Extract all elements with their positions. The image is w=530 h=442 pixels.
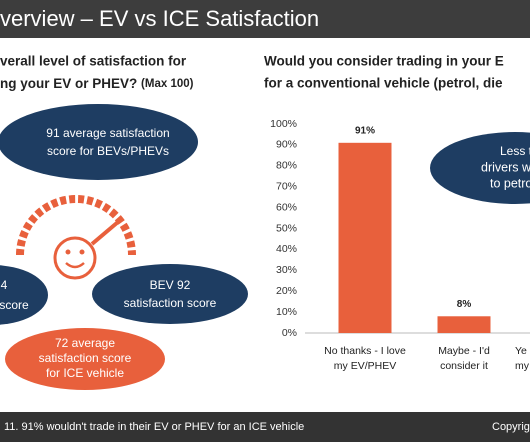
bubble-text: score for BEVs/PHEVs [47, 144, 169, 158]
y-tick-label: 80% [276, 160, 297, 172]
x-tick-label: No thanks - I love [324, 345, 406, 357]
callout-text: drivers wan [481, 160, 530, 174]
bubble-text: 4 [1, 278, 8, 292]
bar [338, 142, 392, 333]
callout [430, 132, 530, 204]
y-tick-label: 10% [276, 306, 297, 318]
question: Would you consider trading in your E [264, 54, 504, 69]
question: ng your EV or PHEV? (Max 100) [0, 76, 194, 91]
y-tick-label: 0% [282, 327, 297, 339]
x-tick-label: Maybe - I'd [438, 345, 490, 357]
y-tick-label: 90% [276, 139, 297, 151]
bubble [92, 264, 248, 324]
x-tick-label: consider it [440, 360, 488, 372]
footer-bar [0, 412, 530, 442]
bubble [0, 265, 48, 325]
bar-chart: 0% 10% 20% 30% 40% 50% 60% 70% 80% 90% 100% No than… [270, 118, 530, 372]
value-label: 8% [457, 299, 472, 310]
footer-note: 11. 91% wouldn't trade in their EV or PH… [4, 421, 304, 433]
bar [437, 316, 491, 333]
callout-text: to petrol [490, 176, 530, 190]
question-note: (Max 100) [141, 78, 194, 90]
y-tick-label: 70% [276, 180, 297, 192]
bubble [5, 328, 165, 390]
title: verview – EV vs ICE Satisfaction [0, 6, 319, 31]
bubble-text: 72 average [55, 336, 115, 350]
question: verall level of satisfaction for [0, 54, 187, 69]
title-bar [0, 0, 530, 38]
bubble-text: BEV 92 [150, 278, 191, 292]
bubble-text: satisfaction score [124, 296, 217, 310]
y-tick-label: 30% [276, 264, 297, 276]
x-tick-label: my EV/PHEV [334, 360, 396, 372]
footer-copyright: Copyrig [492, 421, 530, 433]
x-tick-label: Ye [515, 345, 527, 357]
y-tick-label: 50% [276, 222, 297, 234]
question: ng your EV or PHEV? [0, 76, 137, 91]
bubble-text: for ICE vehicle [46, 366, 124, 380]
y-tick-label: 60% [276, 201, 297, 213]
question: for a conventional vehicle (petrol, die [264, 76, 503, 91]
bubble [0, 104, 198, 180]
gauge-icon [16, 195, 136, 280]
y-tick-label: 40% [276, 243, 297, 255]
bubble-text: satisfaction score [39, 351, 132, 365]
y-tick-label: 100% [270, 118, 297, 130]
value-label: 91% [355, 125, 375, 136]
x-tick-label: my [515, 360, 530, 372]
y-tick-label: 20% [276, 285, 297, 297]
bubble-text: 91 average satisfaction [46, 126, 169, 140]
callout-text: Less than [500, 144, 530, 158]
bubble-text: score [0, 298, 29, 312]
